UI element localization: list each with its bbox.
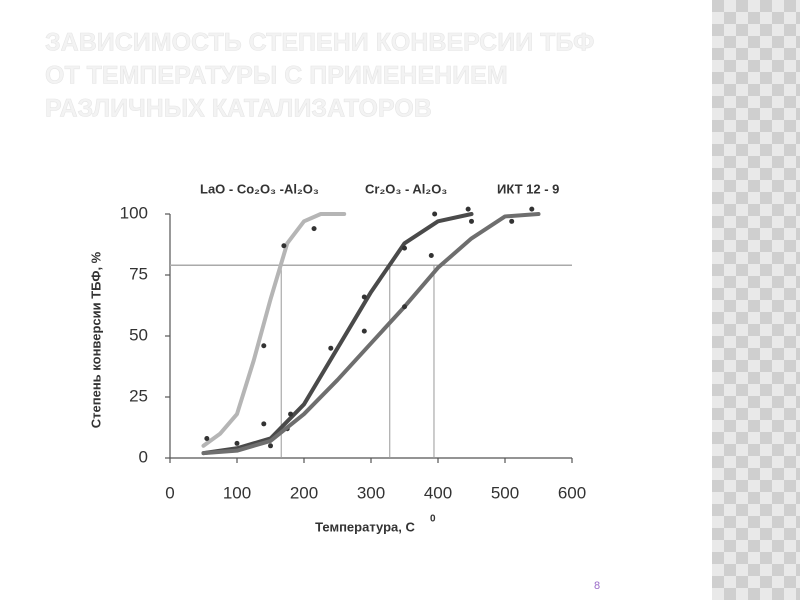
y-tick-label: 100 <box>120 203 148 222</box>
x-tick-label: 100 <box>223 483 251 502</box>
data-point <box>311 226 317 232</box>
legend-label: ИКТ 12 - 9 <box>497 181 559 196</box>
data-point <box>361 294 367 300</box>
data-point <box>509 218 515 224</box>
slide-title: ЗАВИСИМОСТЬ СТЕПЕНИ КОНВЕРСИИ ТБФ <box>45 29 594 57</box>
series-line <box>201 212 347 448</box>
x-tick-label: 500 <box>491 483 519 502</box>
data-point <box>432 211 438 217</box>
y-tick-label: 25 <box>129 386 148 405</box>
data-point <box>465 206 471 212</box>
y-tick-label: 75 <box>129 264 148 283</box>
y-tick-label: 0 <box>139 447 148 466</box>
x-tick-label: 400 <box>424 483 452 502</box>
x-axis-label-sup: 0 <box>430 514 436 525</box>
slide-title: ОТ ТЕМПЕРАТУРЫ С ПРИМЕНЕНИЕМ <box>45 62 508 90</box>
x-tick-label: 300 <box>357 483 385 502</box>
data-point <box>529 206 535 212</box>
data-point <box>281 243 287 249</box>
y-tick-label: 50 <box>129 325 148 344</box>
x-tick-label: 0 <box>165 483 174 502</box>
legend-label: LaO - Co₂O₃ -Al₂O₃ <box>200 181 319 196</box>
data-point <box>234 440 240 446</box>
data-point <box>288 411 294 417</box>
y-axis-label: Степень конверсии ТБФ, % <box>88 251 103 428</box>
data-point <box>204 435 210 441</box>
data-point <box>469 218 474 224</box>
data-point <box>402 245 407 251</box>
data-point <box>361 328 367 334</box>
series-line <box>201 212 541 456</box>
page-number: 8 <box>594 580 600 592</box>
data-point <box>328 345 334 351</box>
data-point <box>261 421 267 427</box>
series-line <box>201 212 474 456</box>
data-point <box>402 304 407 310</box>
x-axis-label: Температура, С <box>315 519 415 534</box>
data-point <box>428 252 434 258</box>
x-tick-label: 200 <box>290 483 318 502</box>
data-point <box>268 443 273 449</box>
decorative-strip <box>712 0 800 600</box>
data-point <box>261 343 267 349</box>
slide-title: РАЗЛИЧНЫХ КАТАЛИЗАТОРОВ <box>45 95 432 123</box>
x-tick-label: 600 <box>558 483 586 502</box>
legend-label: Cr₂O₃ - Al₂O₃ <box>365 181 447 196</box>
